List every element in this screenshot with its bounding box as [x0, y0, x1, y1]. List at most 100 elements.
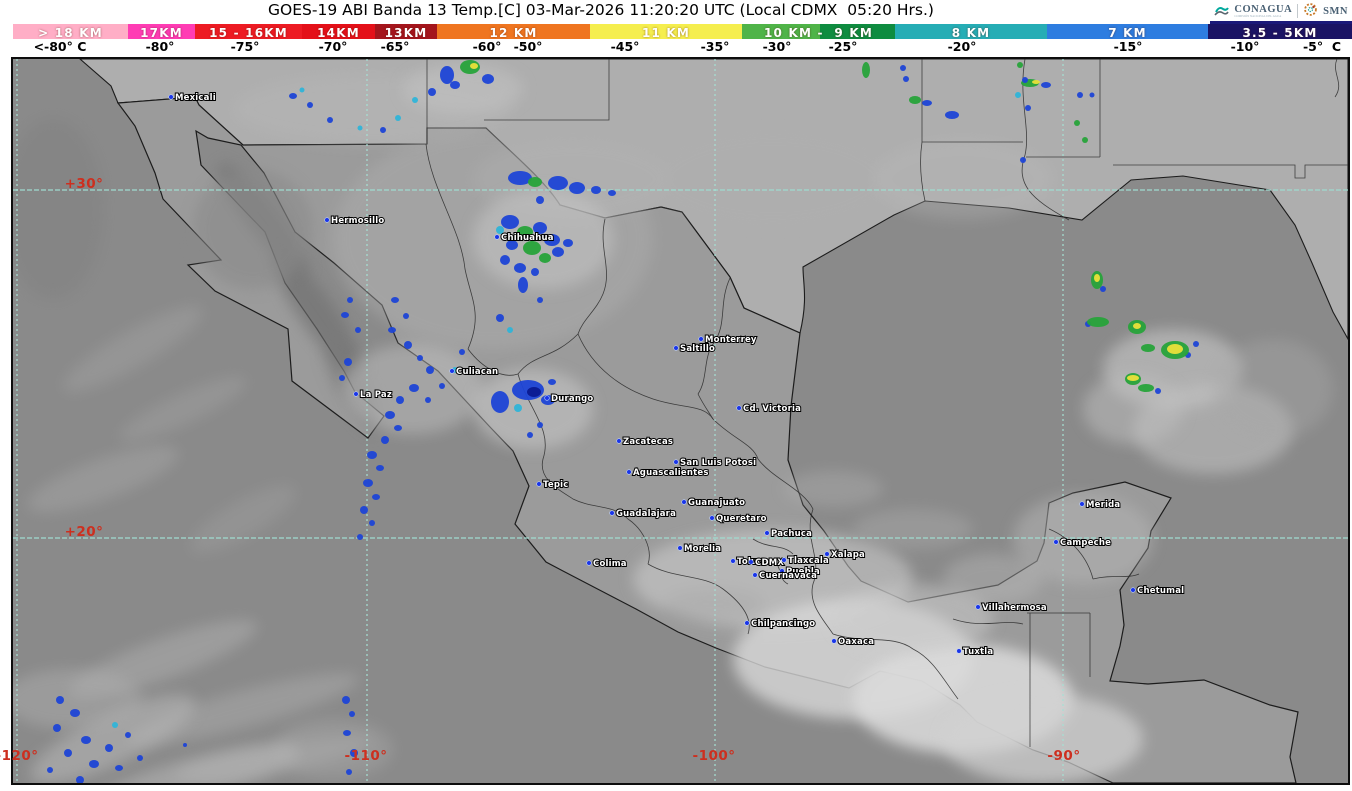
logo-underline	[1210, 21, 1352, 24]
storm-cell	[367, 451, 377, 459]
city-marker	[744, 620, 750, 626]
storm-cell	[428, 88, 436, 96]
city-marker	[449, 368, 455, 374]
coordinate-label: +30°	[64, 176, 104, 192]
city-marker	[748, 559, 754, 565]
temperature-label: -5° C	[1302, 39, 1342, 54]
city-marker	[677, 545, 683, 551]
storm-cell	[500, 255, 510, 265]
smn-logo-text: SMN	[1323, 5, 1348, 17]
coordinate-label: -100°	[692, 748, 736, 764]
storm-cell	[47, 767, 53, 773]
storm-cell	[1025, 105, 1031, 111]
city-marker	[353, 391, 359, 397]
city-marker	[831, 638, 837, 644]
city-marker	[730, 558, 736, 564]
city-label: Saltillo	[680, 344, 715, 354]
temperature-label: -65°	[380, 39, 410, 54]
storm-cell	[537, 297, 543, 303]
temperature-label: -25°	[828, 39, 858, 54]
storm-cell	[608, 190, 616, 196]
city-label: Cuernavaca	[759, 571, 817, 581]
scale-segment-label: > 18 KM	[38, 25, 103, 40]
storm-cell	[327, 117, 333, 123]
city-marker	[956, 648, 962, 654]
city-label: Xalapa	[831, 550, 865, 560]
scale-segment: 3.5 - 5KM	[1208, 24, 1352, 41]
satellite-imagery: Mexicali Hermosillo Chihuahua Culiacan La Pa…	[13, 59, 1348, 783]
city-marker	[681, 499, 687, 505]
scale-segment-label: 17KM	[140, 25, 183, 40]
city-label: Guanajuato	[688, 498, 745, 508]
page-title: GOES-19 ABI Banda 13 Temp.[C] 03-Mar-202…	[268, 1, 934, 19]
storm-cell	[385, 411, 395, 419]
storm-cell	[1074, 120, 1080, 126]
storm-cell	[137, 755, 143, 761]
agency-logos: CONAGUA COMISIÓN NACIONAL DEL AGUA SMN	[1206, 0, 1352, 22]
storm-cell	[1032, 80, 1040, 84]
satellite-map[interactable]: Mexicali Hermosillo Chihuahua Culiacan La Pa…	[11, 57, 1350, 785]
city-marker	[673, 459, 679, 465]
city-marker	[709, 515, 715, 521]
storm-cell	[81, 736, 91, 744]
coordinate-label: -90°	[1047, 748, 1081, 764]
storm-cell	[357, 534, 363, 540]
storm-cell	[450, 81, 460, 89]
city-label: Hermosillo	[331, 216, 384, 226]
city-marker	[1130, 587, 1136, 593]
storm-cell	[105, 744, 113, 752]
storm-cell	[514, 404, 522, 412]
storm-cell	[539, 253, 551, 263]
scale-segment: 7 KM	[1047, 24, 1208, 41]
storm-cell	[945, 111, 959, 119]
city-label: Monterrey	[705, 335, 757, 345]
scale-segment-label: 13KM	[384, 25, 428, 40]
storm-cell	[409, 384, 419, 392]
storm-cell	[548, 379, 556, 385]
storm-cell	[501, 215, 519, 229]
storm-cell	[1087, 317, 1109, 327]
storm-cell	[518, 277, 528, 293]
city-marker	[781, 557, 787, 563]
storm-cell	[536, 196, 544, 204]
city-marker	[494, 234, 500, 240]
storm-cell	[395, 115, 401, 121]
storm-cell	[342, 696, 350, 704]
city-marker	[324, 217, 330, 223]
storm-cell	[514, 263, 526, 273]
city-label: Pachuca	[771, 529, 812, 539]
storm-cell	[391, 297, 399, 303]
temperature-label: -80°	[145, 39, 175, 54]
city-marker	[764, 530, 770, 536]
storm-cell	[1100, 286, 1106, 292]
scale-segment: 13KM	[375, 24, 437, 41]
storm-cell	[125, 732, 131, 738]
scale-segment: 14KM	[302, 24, 375, 41]
storm-cell	[1077, 92, 1083, 98]
storm-cell	[1020, 157, 1026, 163]
storm-cell	[347, 297, 353, 303]
dark-terrain-patches	[13, 119, 763, 619]
temperature-labels-row: <-80° C -80° -75° -70° -65° -60° -50° -45° -35° -…	[0, 39, 1352, 56]
temperature-label: -30°	[762, 39, 792, 54]
city-markers: Mexicali Hermosillo Chihuahua Culiacan La Pa…	[168, 92, 1185, 658]
storm-cell	[404, 341, 412, 349]
storm-cell	[339, 375, 345, 381]
city-label: Tuxtla	[963, 647, 993, 657]
scale-segment-label: 14KM	[317, 25, 360, 40]
scale-segment-label: 10 KM - 9 KM	[764, 25, 873, 40]
temperature-label: <-80° C	[33, 39, 87, 54]
city-marker	[616, 438, 622, 444]
storm-cell	[527, 432, 533, 438]
storm-cell	[380, 127, 386, 133]
storm-cell	[439, 383, 445, 389]
storm-cell	[1017, 62, 1023, 68]
city-marker	[609, 510, 615, 516]
city-label: Colima	[593, 559, 627, 569]
city-marker	[1053, 539, 1059, 545]
scale-segment-label: 12 KM	[489, 25, 538, 40]
city-label: Queretaro	[716, 514, 767, 524]
storm-cell	[552, 247, 564, 257]
storm-cell	[1082, 137, 1088, 143]
city-marker	[536, 481, 542, 487]
